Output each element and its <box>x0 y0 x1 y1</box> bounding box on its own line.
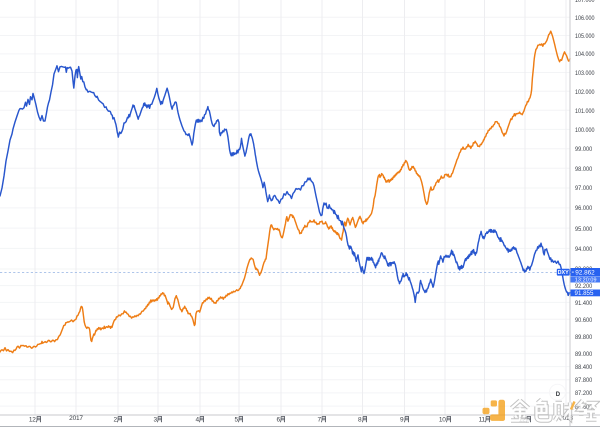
svg-text:100.000: 100.000 <box>575 127 595 134</box>
svg-text:95.000: 95.000 <box>575 226 592 233</box>
svg-text:90.600: 90.600 <box>575 317 592 324</box>
svg-text:89.000: 89.000 <box>575 351 592 358</box>
svg-text:99.000: 99.000 <box>575 146 592 153</box>
svg-text:104.000: 104.000 <box>575 51 595 58</box>
svg-text:91.400: 91.400 <box>575 300 592 307</box>
svg-text:97.000: 97.000 <box>575 185 592 192</box>
svg-text:103.000: 103.000 <box>575 70 595 77</box>
svg-text:89.800: 89.800 <box>575 334 592 341</box>
svg-text:96.000: 96.000 <box>575 205 592 212</box>
svg-text:92.862: 92.862 <box>575 269 595 276</box>
svg-text:102.000: 102.000 <box>575 89 595 96</box>
svg-text:107.000: 107.000 <box>575 0 595 4</box>
svg-text:98.000: 98.000 <box>575 166 592 173</box>
svg-text:92.200: 92.200 <box>575 283 592 290</box>
svg-text:106.000: 106.000 <box>575 15 595 22</box>
svg-text:13:20:09: 13:20:09 <box>575 278 597 284</box>
svg-text:DXY: DXY <box>558 270 569 276</box>
svg-text:105.000: 105.000 <box>575 33 595 40</box>
svg-text:D: D <box>556 392 561 398</box>
svg-text:88.400: 88.400 <box>575 364 592 371</box>
svg-text:87.800: 87.800 <box>575 377 592 384</box>
svg-text:101.000: 101.000 <box>575 108 595 115</box>
svg-text:87.200: 87.200 <box>575 390 592 397</box>
svg-text:94.000: 94.000 <box>575 246 592 253</box>
svg-text:91.855: 91.855 <box>575 290 594 297</box>
